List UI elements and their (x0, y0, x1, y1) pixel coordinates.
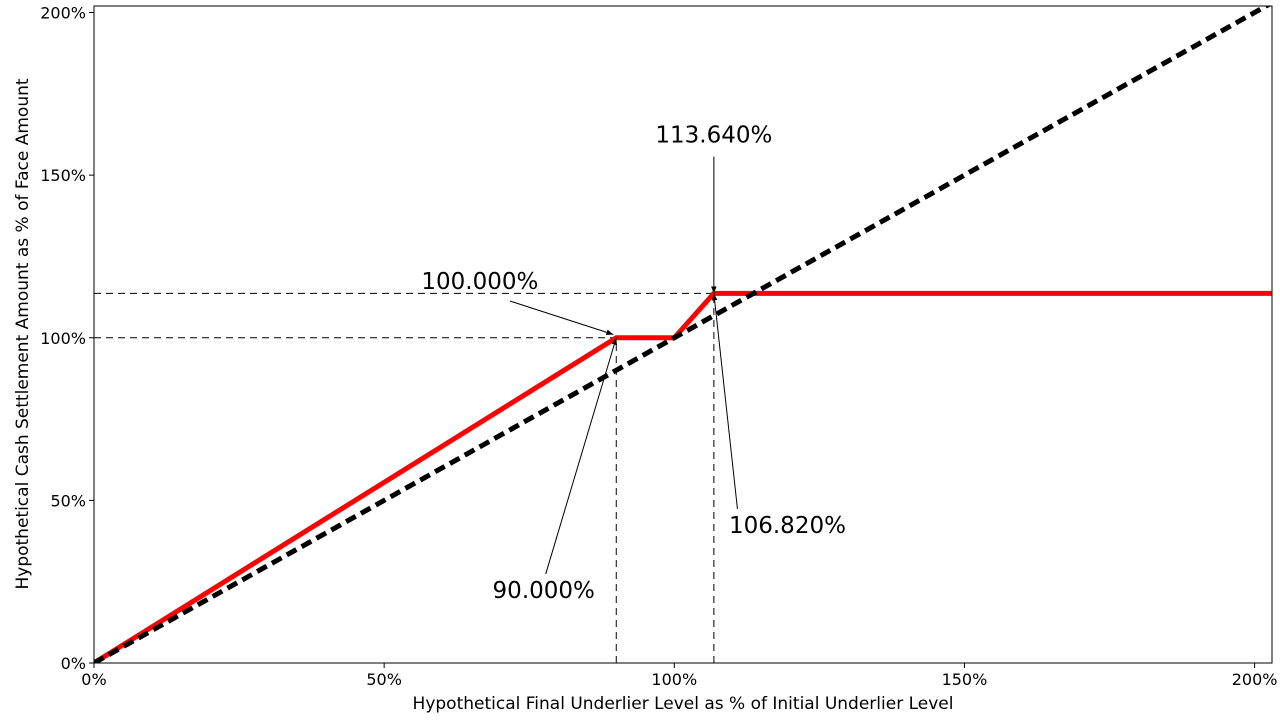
x-tick-label: 150% (942, 670, 988, 689)
payoff-line-0 (94, 290, 1272, 663)
y-tick-label: 200% (40, 4, 86, 23)
x-tick-label: 200% (1232, 670, 1278, 689)
annotation-arrow (545, 337, 617, 575)
y-tick-label: 150% (40, 166, 86, 185)
plot-frame (93, 5, 1273, 664)
x-axis-label: Hypothetical Final Underlier Level as % … (413, 694, 954, 714)
y-tick-label: 0% (61, 654, 86, 673)
annotation-arrow (711, 293, 738, 509)
y-tick-label: 50% (50, 491, 86, 510)
x-tick-label: 100% (651, 670, 697, 689)
annotation-label: 100.000% (421, 269, 538, 295)
plot-area (94, 6, 1272, 663)
annotation-label: 90.000% (493, 578, 595, 604)
annotation-label: 106.820% (729, 513, 846, 539)
axes: 0% 50% 100% 150% 200% 0% 50% 100% 150% 200% 113.64… (40, 4, 1277, 689)
annotation-label: 113.640% (655, 123, 772, 149)
annotation-arrow (509, 300, 614, 336)
reference-diagonal-line-1 (94, 6, 1272, 663)
x-tick-label: 0% (81, 670, 106, 689)
x-tick-label: 50% (366, 670, 402, 689)
y-axis-label: Hypothetical Cash Settlement Amount as %… (13, 78, 33, 589)
y-tick-label: 100% (40, 329, 86, 348)
